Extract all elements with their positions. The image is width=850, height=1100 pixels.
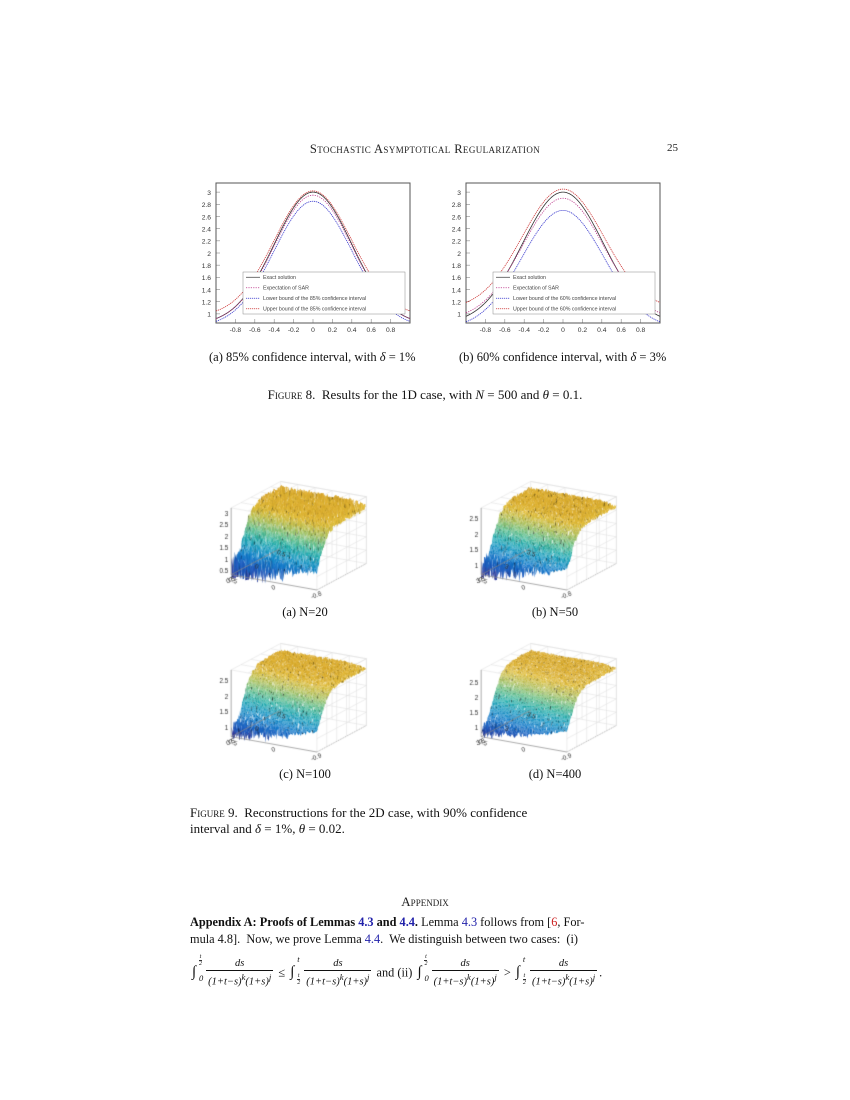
svg-text:2.4: 2.4 (452, 226, 462, 233)
svg-text:0.4: 0.4 (597, 327, 607, 334)
svg-text:1.4: 1.4 (452, 287, 462, 294)
svg-text:2.4: 2.4 (202, 226, 212, 233)
svg-text:0.4: 0.4 (347, 327, 357, 334)
svg-text:Lower bound of the 85% confide: Lower bound of the 85% confidence interv… (263, 296, 366, 302)
svg-text:1.2: 1.2 (452, 299, 462, 306)
svg-text:1.6: 1.6 (202, 275, 212, 282)
svg-text:Expectation of SAR: Expectation of SAR (263, 286, 309, 292)
svg-text:2: 2 (207, 251, 211, 258)
svg-text:1: 1 (207, 312, 211, 319)
svg-text:1.8: 1.8 (202, 263, 212, 270)
svg-text:1.6: 1.6 (452, 275, 462, 282)
svg-text:1.4: 1.4 (202, 287, 212, 294)
svg-text:0.6: 0.6 (617, 327, 627, 334)
svg-text:Upper bound of the 60% confide: Upper bound of the 60% confidence interv… (513, 307, 616, 313)
svg-text:-0.4: -0.4 (518, 327, 530, 334)
svg-text:-0.8: -0.8 (230, 327, 242, 334)
svg-text:2.6: 2.6 (452, 214, 462, 221)
svg-text:-0.4: -0.4 (268, 327, 280, 334)
svg-text:Exact solution: Exact solution (513, 275, 546, 281)
svg-text:0: 0 (561, 327, 565, 334)
svg-text:Exact solution: Exact solution (263, 275, 296, 281)
svg-text:3: 3 (457, 190, 461, 197)
svg-text:-0.2: -0.2 (538, 327, 550, 334)
svg-text:2.6: 2.6 (202, 214, 212, 221)
svg-text:-0.6: -0.6 (499, 327, 511, 334)
svg-text:0: 0 (311, 327, 315, 334)
svg-text:2.2: 2.2 (452, 239, 462, 246)
svg-text:1.2: 1.2 (202, 299, 212, 306)
svg-text:-0.8: -0.8 (480, 327, 492, 334)
svg-text:Upper bound of the 85% confide: Upper bound of the 85% confidence interv… (263, 307, 366, 313)
svg-text:Expectation of SAR: Expectation of SAR (513, 286, 559, 292)
svg-text:2: 2 (457, 251, 461, 258)
svg-text:0.2: 0.2 (328, 327, 338, 334)
svg-text:-0.6: -0.6 (249, 327, 261, 334)
svg-text:2.8: 2.8 (452, 202, 462, 209)
svg-text:0.8: 0.8 (636, 327, 646, 334)
svg-text:1: 1 (457, 312, 461, 319)
svg-text:1.8: 1.8 (452, 263, 462, 270)
svg-text:0.2: 0.2 (578, 327, 588, 334)
svg-text:2.2: 2.2 (202, 239, 212, 246)
svg-text:-0.2: -0.2 (288, 327, 300, 334)
svg-text:Lower bound of the 60% confide: Lower bound of the 60% confidence interv… (513, 296, 616, 302)
svg-text:2.8: 2.8 (202, 202, 212, 209)
svg-text:0.8: 0.8 (386, 327, 396, 334)
svg-text:3: 3 (207, 190, 211, 197)
svg-text:0.6: 0.6 (367, 327, 377, 334)
